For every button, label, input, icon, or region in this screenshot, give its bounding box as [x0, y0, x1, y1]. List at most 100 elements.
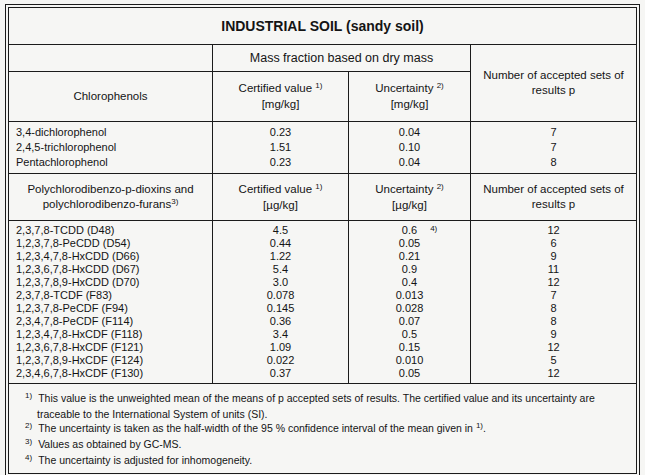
section2-label-sup: 3): [171, 197, 178, 206]
accepted-sets-value: 12: [471, 341, 637, 354]
table-row: 1,2,3,7,8-PeCDD (D54) 0.44 0.05 6: [9, 237, 637, 250]
table-row: 2,3,4,7,8-PeCDF (F114) 0.36 0.07 8: [9, 315, 637, 328]
certified-unit: [mg/kg]: [262, 98, 300, 110]
certified-value: 0.022: [213, 354, 349, 367]
certified-value: 1.22: [213, 250, 349, 263]
uncertainty-value: 0.028: [349, 302, 471, 315]
analyte-name: 2,4,5-trichlorophenol: [9, 140, 213, 155]
certified-value: 3.4: [213, 328, 349, 341]
table-row: 2,3,7,8-TCDD (D48) 4.5 0.64) 12: [9, 221, 637, 238]
footnote-tail: .: [483, 422, 486, 434]
certified-value: 0.23: [213, 155, 349, 174]
footnote-2: 2) The uncertainty is taken as the half-w…: [17, 421, 628, 437]
certified-value: 0.078: [213, 289, 349, 302]
uncertainty-header: Uncertainty 2) [mg/kg]: [349, 72, 471, 122]
table-row: 1,2,3,7,8,9-HxCDF (F124) 0.022 0.010 5: [9, 354, 637, 367]
certified-value: 4.5: [213, 221, 349, 238]
analyte-name: 2,3,7,8-TCDD (D48): [9, 221, 213, 238]
uncertainty-value: 0.5: [349, 328, 471, 341]
section2-header-row: Polychlorodibenzo-p-dioxins and polychlo…: [9, 174, 637, 221]
certified-value: 0.23: [213, 122, 349, 141]
footnote-marker: 2): [25, 421, 32, 430]
uncertainty-footnote-ref: 4): [430, 222, 437, 235]
certified-values-table: INDUSTRIAL SOIL (sandy soil) Mass fracti…: [8, 7, 637, 474]
footnote-4: 4) The uncertainty is adjusted for inhomo…: [17, 453, 628, 469]
certified-label: Certified value: [239, 183, 313, 195]
certified-sup: 1): [315, 182, 322, 191]
table-row: 1,2,3,7,8,9-HxCDD (D70) 3.0 0.4 12: [9, 276, 637, 289]
accepted-sets-header: Number of accepted sets of results p: [471, 45, 637, 122]
certified-value: 1.51: [213, 140, 349, 155]
uncertainty-value: 0.4: [349, 276, 471, 289]
analyte-name: 1,2,3,7,8,9-HxCDF (F124): [9, 354, 213, 367]
analyte-name: 2,3,4,6,7,8-HxCDF (F130): [9, 367, 213, 384]
uncertainty-value: 0.013: [349, 289, 471, 302]
uncertainty-header: Uncertainty 2) [µg/kg]: [349, 174, 471, 221]
uncertainty-number: 0.6: [402, 224, 417, 236]
certified-label: Certified value: [239, 82, 313, 94]
table-row: 1,2,3,7,8-PeCDF (F94) 0.145 0.028 8: [9, 302, 637, 315]
footnote-sup-ref: 1): [476, 421, 483, 430]
footnote-marker: 1): [25, 391, 32, 400]
mass-fraction-row: Mass fraction based on dry mass Number o…: [9, 45, 637, 72]
table-row: 2,4,5-trichlorophenol 1.51 0.10 7: [9, 140, 637, 155]
accepted-sets-value: 11: [471, 263, 637, 276]
document-frame: INDUSTRIAL SOIL (sandy soil) Mass fracti…: [5, 4, 640, 475]
uncertainty-value: 0.15: [349, 341, 471, 354]
certified-unit: [µg/kg]: [263, 199, 298, 211]
certified-sup: 1): [315, 81, 322, 90]
analyte-name: 1,2,3,7,8-PeCDF (F94): [9, 302, 213, 315]
table-row: 1,2,3,4,7,8-HxCDD (D66) 1.22 0.21 9: [9, 250, 637, 263]
table-title: INDUSTRIAL SOIL (sandy soil): [9, 8, 637, 45]
certified-value: 1.09: [213, 341, 349, 354]
footnote-marker: 3): [25, 437, 32, 446]
section2-label: Polychlorodibenzo-p-dioxins and polychlo…: [9, 174, 213, 221]
footnotes-cell: 1)This value is the unweighted mean of t…: [9, 384, 637, 474]
certified-value: 0.145: [213, 302, 349, 315]
uncertainty-value: 0.6 4): [349, 221, 471, 238]
uncertainty-unit: [µg/kg]: [392, 199, 427, 211]
analyte-name: 2,3,4,7,8-PeCDF (F114): [9, 315, 213, 328]
uncertainty-value: 0.10: [349, 140, 471, 155]
uncertainty-value: 0.04: [349, 122, 471, 141]
accepted-sets-value: 9: [471, 328, 637, 341]
analyte-name: 2,3,7,8-TCDF (F83): [9, 289, 213, 302]
analyte-name: 3,4-dichlorophenol: [9, 122, 213, 141]
table-row: 1,2,3,6,7,8-HxCDD (D67) 5.4 0.9 11: [9, 263, 637, 276]
footnote-text: Values as obtained by GC-MS.: [38, 438, 181, 450]
uncertainty-unit: [mg/kg]: [391, 98, 429, 110]
uncertainty-value: 0.010: [349, 354, 471, 367]
empty-cell: [9, 45, 213, 72]
accepted-sets-value: 8: [471, 155, 637, 174]
accepted-sets-header: Number of accepted sets of results p: [471, 174, 637, 221]
certified-value-header: Certified value 1) [mg/kg]: [213, 72, 349, 122]
analyte-name: 1,2,3,4,7,8-HxCDF (F118): [9, 328, 213, 341]
accepted-sets-value: 8: [471, 315, 637, 328]
footnote-text: The uncertainty is adjusted for inhomoge…: [38, 454, 252, 466]
section1-label: Chlorophenols: [9, 72, 213, 122]
certified-value: 0.44: [213, 237, 349, 250]
accepted-sets-value: 6: [471, 237, 637, 250]
accepted-sets-value: 9: [471, 250, 637, 263]
footnote-text: The uncertainty is taken as the half-wid…: [38, 422, 473, 434]
table-row: Pentachlorophenol 0.23 0.04 8: [9, 155, 637, 174]
table-row: 2,3,7,8-TCDF (F83) 0.078 0.013 7: [9, 289, 637, 302]
uncertainty-value: 0.9: [349, 263, 471, 276]
analyte-name: 1,2,3,6,7,8-HxCDD (D67): [9, 263, 213, 276]
analyte-name: 1,2,3,6,7,8-HxCDF (F121): [9, 341, 213, 354]
uncertainty-sup: 2): [437, 81, 444, 90]
section2-label-text: Polychlorodibenzo-p-dioxins and polychlo…: [27, 183, 193, 210]
table-title-row: INDUSTRIAL SOIL (sandy soil): [9, 8, 637, 45]
certified-value-header: Certified value 1) [µg/kg]: [213, 174, 349, 221]
accepted-sets-value: 7: [471, 289, 637, 302]
table-row: 1,2,3,6,7,8-HxCDF (F121) 1.09 0.15 12: [9, 341, 637, 354]
footnote-marker: 4): [25, 453, 32, 462]
analyte-name: 1,2,3,4,7,8-HxCDD (D66): [9, 250, 213, 263]
table-row: 3,4-dichlorophenol 0.23 0.04 7: [9, 122, 637, 141]
certified-value: 3.0: [213, 276, 349, 289]
uncertainty-label: Uncertainty: [375, 183, 433, 195]
analyte-name: Pentachlorophenol: [9, 155, 213, 174]
footnotes-row: 1)This value is the unweighted mean of t…: [9, 384, 637, 474]
certified-value: 5.4: [213, 263, 349, 276]
analyte-name: 1,2,3,7,8,9-HxCDD (D70): [9, 276, 213, 289]
